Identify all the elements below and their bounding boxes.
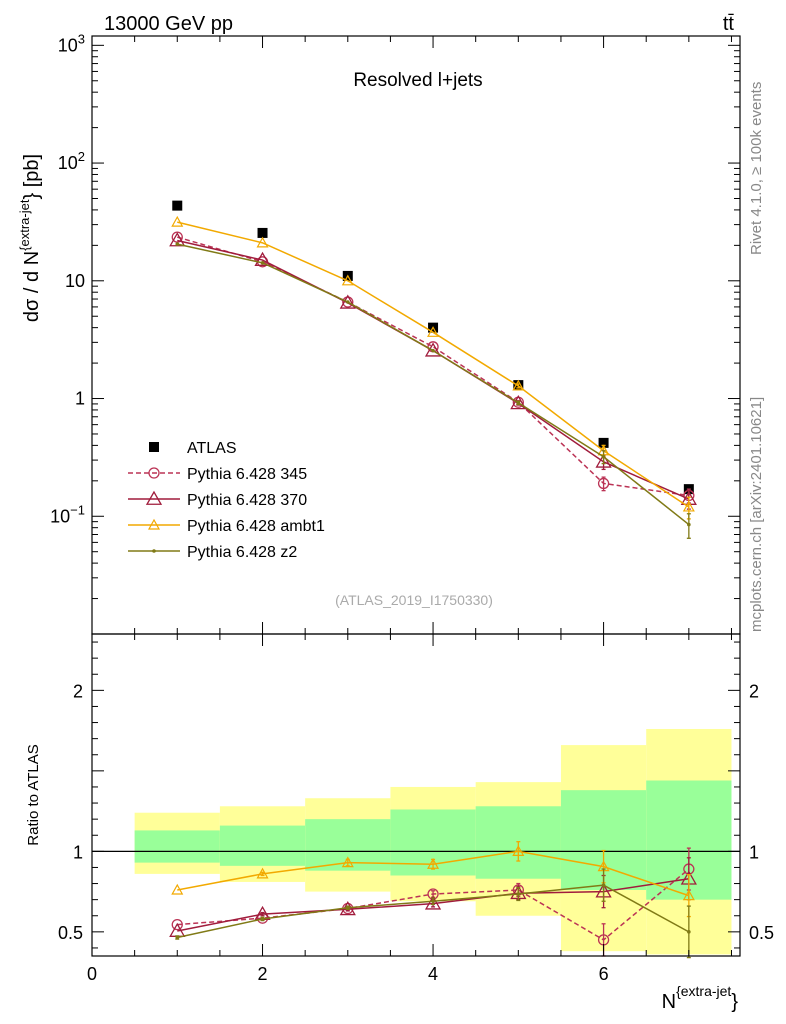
green-band-bin: [219, 825, 306, 866]
chart-title: Resolved l+jets: [353, 70, 482, 91]
ratio-series-layer: [169, 841, 697, 959]
ratio-point: [431, 899, 435, 904]
ratio-point: [687, 930, 691, 934]
main-point: [256, 236, 269, 248]
main-series-layer: [169, 200, 697, 539]
legend-item-1: Pythia 6.428 345: [128, 466, 307, 483]
ratio-y-tick-label-right: 1: [749, 842, 759, 862]
legend-marker: [148, 467, 160, 479]
main-point: [687, 522, 691, 527]
main-point: [601, 454, 606, 459]
x-axis-label-text: N{extra-jet}: [662, 983, 739, 1013]
ratio-series-3: [175, 868, 691, 959]
main-point: [595, 453, 612, 468]
ratio-point: [601, 883, 606, 887]
legend: ATLAS Pythia 6.428 345 Pythia 6.428 370 Pyt…: [128, 440, 325, 561]
main-panel: ATLAS Pythia 6.428 345 Pythia 6.428 370 Pyt…: [17, 31, 741, 635]
x-tick-label: 4: [428, 964, 438, 984]
main-point: [341, 274, 354, 286]
ratio-point: [516, 892, 521, 896]
main-series-1: [171, 231, 695, 504]
uncertainty-bands: [92, 728, 740, 955]
ratio-point: [424, 895, 442, 910]
main-point: [682, 500, 695, 512]
main-point: [424, 342, 442, 357]
y-axis-label-text: dσ / d N{extra-jet} [pb]: [17, 154, 43, 322]
ratio-point: [427, 857, 440, 869]
legend-marker: [152, 549, 156, 553]
y-tick-label: 103: [58, 31, 85, 55]
ratio-point: [171, 883, 184, 895]
ratio-point: [171, 918, 183, 931]
legend-label: ATLAS: [187, 440, 237, 457]
legend-label: Pythia 6.428 ambt1: [187, 518, 325, 535]
main-line-2: [177, 239, 690, 500]
ratio-point: [260, 917, 265, 921]
green-band-bin: [134, 830, 220, 863]
ratio-axes: 2 2 1 1 0.5 0.5 0 2 4 6: [58, 633, 774, 984]
main-point: [427, 326, 440, 337]
main-point: [172, 200, 183, 211]
legend-marker: [149, 442, 159, 452]
main-point: [598, 437, 609, 448]
ratio-point: [175, 935, 180, 940]
main-point: [345, 300, 350, 304]
x-tick-label: 0: [87, 964, 97, 984]
analysis-watermark: (ATLAS_2019_I1750330): [335, 592, 493, 608]
ratio-y-tick-label-right: 2: [749, 681, 759, 701]
main-point: [431, 348, 435, 353]
ratio-point: [256, 867, 269, 879]
ratio-y-tick-label: 1: [73, 842, 83, 862]
legend-label: Pythia 6.428 345: [187, 466, 307, 483]
header-left-text: 13000 GeV pp: [104, 13, 233, 35]
main-point: [175, 242, 180, 246]
legend-marker: [145, 490, 163, 505]
main-point: [171, 231, 183, 243]
y-tick-label: 10: [65, 271, 85, 291]
x-tick-label: 2: [258, 964, 268, 984]
ratio-frame: [91, 633, 741, 957]
ratio-y-axis-label: Ratio to ATLAS: [25, 744, 42, 845]
legend-label: Pythia 6.428 z2: [187, 544, 297, 561]
main-point: [597, 477, 610, 490]
main-point: [260, 261, 265, 265]
ratio-point: [345, 905, 350, 910]
ratio-point: [512, 845, 525, 856]
y-tick-label: 1: [75, 389, 85, 409]
y-tick-label: 102: [58, 149, 85, 173]
ratio-point: [682, 889, 695, 901]
ratio-panel: 2 2 1 1 0.5 0.5 0 2 4 6 Ratio to ATLAS N{extra-je…: [25, 633, 774, 1013]
main-series-4: [175, 242, 691, 539]
ratio-y-tick-label-right: 0.5: [749, 923, 774, 943]
legend-label: Pythia 6.428 370: [187, 492, 307, 509]
main-point: [254, 251, 271, 266]
x-axis-label: N{extra-jet}: [662, 983, 739, 1013]
rivet-version-text: Rivet 4.1.0, ≥ 100k events: [748, 82, 765, 255]
legend-item-4: Pythia 6.428 z2: [128, 544, 297, 561]
ratio-point: [341, 856, 354, 868]
main-point: [512, 379, 525, 391]
mcplots-source-text: mcplots.cern.ch [arXiv:2401.10621]: [748, 397, 765, 632]
y-axis-label: dσ / d N{extra-jet} [pb]: [17, 154, 43, 322]
main-point: [257, 227, 268, 238]
y-tick-label: 10−1: [50, 502, 85, 526]
legend-item-2: Pythia 6.428 370: [128, 490, 307, 509]
main-point: [510, 395, 527, 410]
legend-marker: [147, 518, 161, 530]
main-point: [171, 215, 184, 227]
main-series-0: [172, 200, 694, 495]
ratio-y-tick-label: 2: [73, 681, 83, 701]
legend-item-0: ATLAS: [149, 440, 237, 457]
ratio-y-tick-label: 0.5: [58, 923, 83, 943]
main-point: [339, 294, 356, 309]
legend-item-3: Pythia 6.428 ambt1: [128, 518, 325, 535]
main-point: [516, 400, 521, 405]
x-tick-label: 6: [599, 964, 609, 984]
header-right-text: tt̄: [723, 13, 735, 35]
